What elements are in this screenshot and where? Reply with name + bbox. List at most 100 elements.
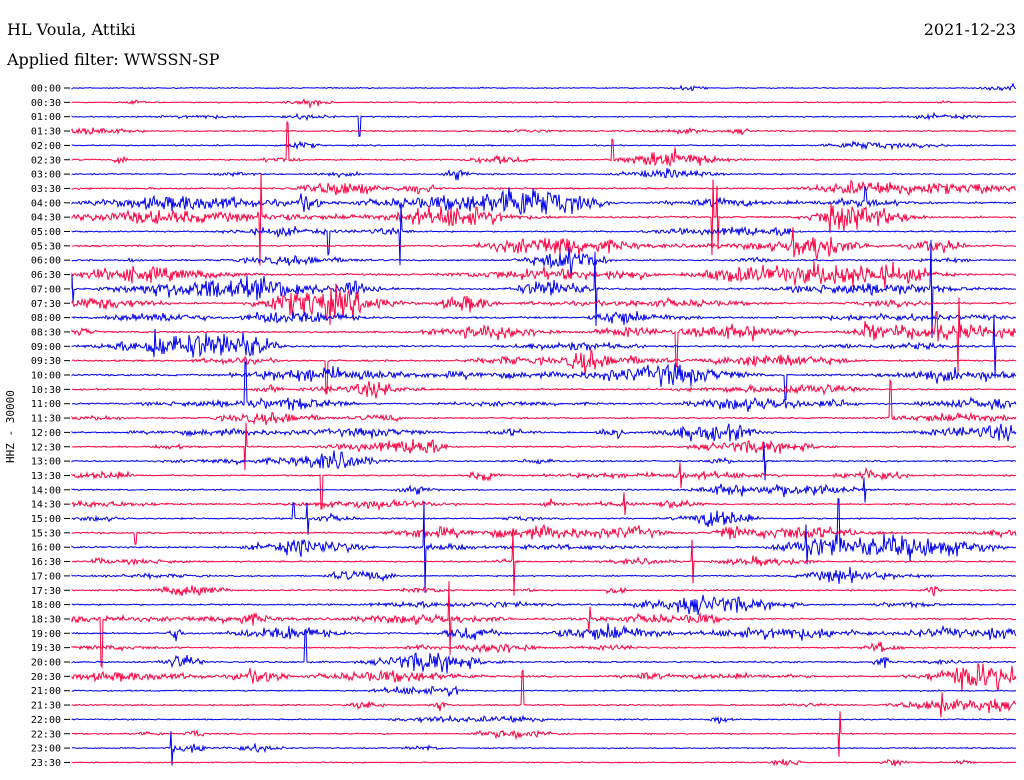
time-tick-1400: 14:00 (31, 485, 61, 496)
trace-row-1600 (71, 498, 1017, 593)
time-tick-1930: 19:30 (31, 643, 61, 654)
time-tick-1000: 10:00 (31, 371, 61, 382)
trace-row-0430 (71, 173, 1017, 266)
time-tick-2030: 20:30 (31, 672, 61, 683)
trace-row-0600 (71, 247, 1017, 276)
time-tick-2100: 21:00 (31, 686, 61, 697)
station-title: HL Voula, Attiki (7, 20, 136, 39)
time-tick-0500: 05:00 (31, 227, 61, 238)
time-tick-1430: 14:30 (31, 500, 61, 511)
trace-row-2330 (71, 758, 1017, 767)
time-tick-1800: 18:00 (31, 600, 61, 611)
time-tick-0400: 04:00 (31, 198, 61, 209)
trace-row-0330 (71, 179, 1017, 197)
time-tick-1100: 11:00 (31, 399, 61, 410)
trace-row-1230 (71, 422, 1017, 471)
time-tick-0700: 07:00 (31, 284, 61, 295)
trace-row-2030 (71, 663, 1017, 692)
time-tick-0900: 09:00 (31, 342, 61, 353)
trace-row-0630 (71, 261, 1017, 289)
time-tick-1600: 16:00 (31, 543, 61, 554)
trace-row-2100 (71, 685, 1017, 697)
trace-row-0100 (71, 111, 1017, 137)
filter-name: WWSSN-SP (123, 50, 220, 69)
time-tick-1130: 11:30 (31, 414, 61, 425)
time-tick-0430: 04:30 (31, 213, 61, 224)
time-tick-2230: 22:30 (31, 729, 61, 740)
trace-row-1100 (71, 360, 1017, 412)
time-tick-1900: 19:00 (31, 629, 61, 640)
time-tick-1030: 10:30 (31, 385, 61, 396)
trace-row-1700 (71, 567, 1017, 585)
time-tick-1200: 12:00 (31, 428, 61, 439)
trace-row-0900 (71, 314, 1017, 379)
time-tick-labels: 00:00 00:30 01:00 01:30 02:00 02:30 03:00 03:30… (31, 84, 70, 769)
time-tick-2300: 23:00 (31, 744, 61, 755)
trace-row-2230 (71, 711, 1017, 757)
trace-row-0730 (71, 283, 1017, 326)
time-tick-1630: 16:30 (31, 557, 61, 568)
trace-row-0000 (71, 82, 1017, 92)
time-tick-0230: 02:30 (31, 155, 61, 166)
trace-row-0230 (71, 120, 1017, 167)
time-tick-0830: 08:30 (31, 327, 61, 338)
time-tick-0930: 09:30 (31, 356, 61, 367)
trace-row-0500 (71, 202, 1017, 266)
date-label: 2021-12-23 (923, 20, 1016, 39)
trace-row-1630 (71, 529, 1017, 596)
time-tick-1230: 12:30 (31, 442, 61, 453)
seismic-traces (71, 82, 1017, 767)
trace-row-1000 (71, 363, 1017, 401)
time-tick-0100: 01:00 (31, 112, 61, 123)
trace-row-1400 (71, 477, 1017, 503)
trace-row-2200 (71, 714, 1017, 725)
trace-row-0400 (71, 186, 1016, 216)
time-tick-0730: 07:30 (31, 299, 61, 310)
trace-row-2000 (71, 628, 1016, 674)
trace-row-2130 (71, 669, 1017, 718)
time-tick-1700: 17:00 (31, 571, 61, 582)
trace-row-1530 (71, 523, 1017, 546)
trace-row-0030 (71, 98, 1017, 109)
time-tick-0800: 08:00 (31, 313, 61, 324)
time-tick-1300: 13:00 (31, 457, 61, 468)
time-tick-0300: 03:00 (31, 170, 61, 181)
trace-row-0300 (71, 168, 1017, 181)
trace-row-1900 (71, 623, 1017, 642)
time-tick-0030: 00:30 (31, 98, 61, 109)
trace-row-1730 (71, 585, 1017, 597)
filter-line: Applied filter: WWSSN-SP (7, 51, 220, 69)
time-tick-0600: 06:00 (31, 256, 61, 267)
time-tick-2200: 22:00 (31, 715, 61, 726)
time-tick-0530: 05:30 (31, 241, 61, 252)
time-tick-0130: 01:30 (31, 127, 61, 138)
time-tick-2000: 20:00 (31, 658, 61, 669)
filter-prefix: Applied filter: (7, 50, 124, 69)
time-tick-1830: 18:30 (31, 614, 61, 625)
trace-row-0700 (71, 239, 1017, 339)
trace-row-1300 (71, 441, 1016, 481)
trace-row-1330 (71, 462, 1017, 510)
time-tick-1330: 13:30 (31, 471, 61, 482)
time-tick-2330: 23:30 (31, 758, 61, 769)
trace-row-0130 (71, 127, 1017, 136)
trace-row-1830 (71, 581, 1017, 669)
time-tick-1730: 17:30 (31, 586, 61, 597)
trace-row-0530 (71, 227, 1016, 260)
time-tick-1500: 15:00 (31, 514, 61, 525)
trace-row-0200 (71, 140, 1017, 151)
trace-row-0830 (71, 297, 1017, 374)
trace-row-0930 (71, 348, 1017, 395)
time-tick-0000: 00:00 (31, 84, 61, 95)
trace-row-1930 (71, 641, 1016, 654)
trace-row-1500 (71, 501, 1017, 535)
trace-row-1030 (71, 380, 1017, 399)
trace-row-1200 (71, 423, 1017, 442)
time-tick-0200: 02:00 (31, 141, 61, 152)
trace-row-0800 (71, 310, 1017, 326)
time-tick-0330: 03:30 (31, 184, 61, 195)
trace-row-1130 (71, 378, 1017, 426)
time-tick-2130: 21:30 (31, 701, 61, 712)
time-tick-1530: 15:30 (31, 528, 61, 539)
